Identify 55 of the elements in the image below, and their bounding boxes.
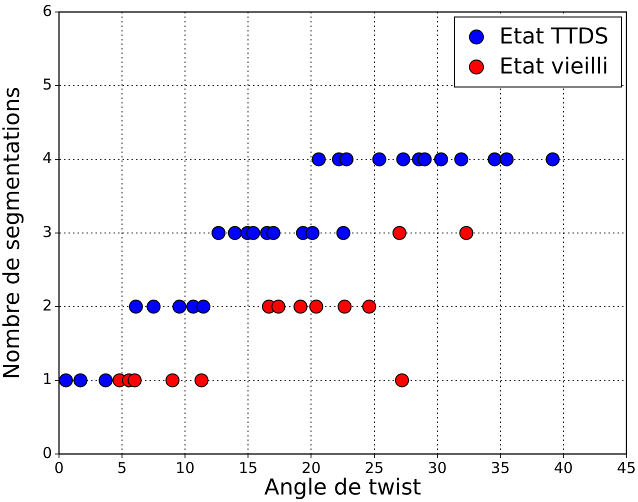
point [172, 300, 186, 314]
y-tick-label: 0 [42, 444, 52, 462]
point [392, 226, 406, 240]
x-axis-title: Angle de twist [264, 476, 422, 501]
x-tick-label: 35 [490, 458, 510, 477]
y-tick-label: 6 [42, 2, 52, 20]
point [546, 152, 560, 166]
x-tick-label: 20 [302, 458, 321, 477]
point [312, 152, 326, 166]
point [500, 152, 514, 166]
point [73, 373, 88, 388]
x-tick-label: 10 [176, 458, 195, 477]
point [194, 373, 208, 388]
point [128, 300, 143, 314]
point [488, 152, 502, 166]
point [459, 226, 474, 240]
y-tick-label: 4 [42, 149, 52, 168]
point [454, 152, 468, 166]
point [228, 226, 242, 240]
y-tick-label: 1 [42, 370, 52, 388]
point [165, 373, 180, 388]
point [362, 300, 376, 314]
point [305, 226, 320, 240]
legend-label: Etat vieilli [499, 54, 608, 80]
y-tick-label: 3 [42, 222, 52, 241]
point [340, 152, 354, 166]
point [338, 300, 352, 314]
point [418, 152, 432, 166]
point [98, 373, 113, 388]
x-tick-label: 45 [616, 458, 636, 477]
point [293, 300, 308, 314]
legend-label: Etat TTDS [499, 24, 608, 50]
point [394, 373, 409, 388]
point [128, 373, 142, 388]
x-tick-label: 40 [554, 458, 573, 477]
point [271, 300, 286, 314]
y-axis-title: Nombre de segmentations [0, 86, 25, 380]
point [146, 300, 161, 314]
y-tick-label: 5 [42, 76, 52, 94]
x-tick-label: 25 [364, 458, 384, 477]
x-tick-label: 30 [428, 458, 447, 477]
point [372, 152, 386, 166]
point [246, 226, 260, 240]
point [59, 373, 73, 388]
y-tick-label: 2 [42, 296, 52, 315]
point [396, 152, 410, 166]
x-tick-label: 15 [238, 458, 258, 477]
x-tick-label: 0 [54, 458, 64, 477]
point [266, 226, 280, 240]
point [336, 226, 350, 240]
point [309, 300, 324, 314]
x-tick-label: 5 [117, 458, 127, 477]
point [434, 152, 448, 166]
point [212, 226, 226, 240]
point [196, 300, 210, 314]
